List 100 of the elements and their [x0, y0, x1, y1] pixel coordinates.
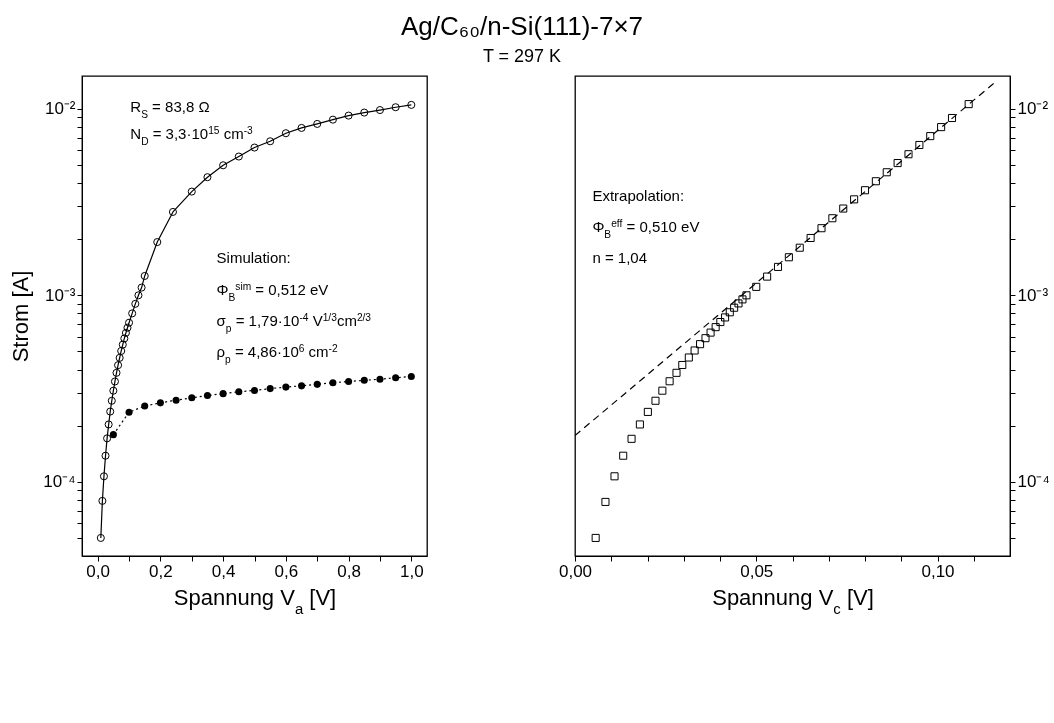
annotation: R$_{S}$ = 83,8 Ω — [130, 98, 210, 120]
point — [784, 253, 793, 262]
point — [730, 303, 739, 312]
point — [721, 313, 730, 322]
point — [684, 353, 693, 362]
point — [250, 143, 259, 152]
point — [860, 186, 870, 195]
point — [915, 140, 924, 150]
point — [360, 376, 368, 384]
point — [313, 119, 322, 128]
y-tick-label: 10⁻² — [44, 99, 76, 119]
x-axis-title: Spannung V$_{c}$ [V] — [712, 584, 874, 616]
point — [313, 380, 321, 388]
point — [112, 368, 121, 377]
x-tick-label: 0,4 — [211, 561, 236, 581]
point — [298, 382, 306, 390]
text: Ag/C₆₀/n-Si(111)-7×7 — [400, 11, 644, 41]
point — [121, 328, 130, 337]
point — [904, 150, 913, 159]
x-axis-title: Spannung V$_{a}$ [V] — [173, 584, 337, 616]
point — [375, 106, 384, 115]
point — [658, 386, 667, 395]
point — [134, 291, 143, 300]
point — [839, 204, 848, 213]
point — [806, 233, 815, 243]
point — [125, 318, 134, 327]
point — [203, 173, 212, 182]
point — [120, 334, 129, 343]
x-tick-label: 0,0 — [86, 561, 110, 581]
y-axis-title: Strom [A] — [8, 270, 34, 363]
point — [619, 451, 628, 460]
point — [742, 291, 751, 300]
point — [98, 496, 107, 505]
point — [937, 123, 946, 132]
y-tick-label: 10⁻³ — [44, 285, 76, 305]
point — [172, 396, 180, 404]
y-tick-label: 10⁻³ — [1017, 285, 1049, 305]
point — [795, 243, 804, 252]
point — [99, 472, 108, 481]
point — [203, 392, 211, 400]
point — [266, 385, 274, 393]
point — [696, 340, 705, 349]
point — [706, 328, 715, 337]
point — [926, 132, 935, 141]
point — [235, 388, 243, 396]
point — [328, 115, 337, 124]
point — [110, 377, 119, 386]
point — [734, 299, 743, 308]
point — [281, 129, 290, 138]
point — [187, 187, 196, 196]
point — [947, 113, 957, 123]
point — [153, 238, 162, 247]
point — [882, 168, 891, 177]
point — [117, 346, 126, 355]
point — [115, 353, 124, 362]
point — [107, 396, 116, 405]
point — [219, 161, 228, 170]
point — [219, 390, 227, 398]
annotation: σ$_{p}$ = 1,79·10$^{-4}$ V$^{1/3}$cm$^{2/3}$ — [216, 311, 372, 334]
point — [828, 214, 837, 223]
point — [871, 177, 880, 186]
x-tick-label: 0,10 — [921, 561, 955, 581]
y-tick-label: 10⁻⁴ — [1017, 472, 1050, 492]
point — [665, 377, 674, 386]
point — [168, 207, 177, 216]
point — [103, 434, 112, 443]
annotation: Φ$_{B}$$^{sim}$ = 0,512 eV — [216, 280, 329, 303]
point — [96, 533, 105, 542]
point — [591, 533, 600, 542]
x-tick-label: 0,8 — [337, 561, 361, 581]
point — [188, 394, 196, 402]
point — [752, 282, 761, 291]
point — [104, 420, 113, 429]
y-tick-label: 10⁻⁴ — [43, 472, 76, 492]
text: T = 297 K — [482, 46, 562, 66]
point — [106, 407, 115, 416]
point — [125, 408, 133, 416]
point — [635, 420, 644, 429]
point — [118, 340, 127, 349]
annotation: ρ$_{p}$ = 4,86·10$^{6}$ cm$^{-2}$ — [216, 342, 338, 365]
point — [266, 137, 275, 146]
x-tick-label: 0,6 — [274, 561, 299, 581]
point — [391, 103, 400, 112]
point — [817, 224, 826, 233]
point — [234, 152, 243, 161]
point — [109, 386, 118, 395]
point — [128, 309, 137, 318]
point — [773, 262, 783, 271]
point — [672, 368, 681, 377]
point — [964, 100, 973, 109]
point — [651, 396, 660, 405]
point — [156, 399, 164, 407]
point — [701, 334, 710, 343]
point — [690, 346, 699, 355]
annotation: Extrapolation: — [592, 187, 685, 204]
point — [137, 283, 146, 292]
x-tick-label: 0,05 — [740, 561, 774, 581]
point — [250, 386, 259, 394]
point — [763, 272, 772, 281]
annotation: n = 1,04 — [592, 249, 648, 267]
